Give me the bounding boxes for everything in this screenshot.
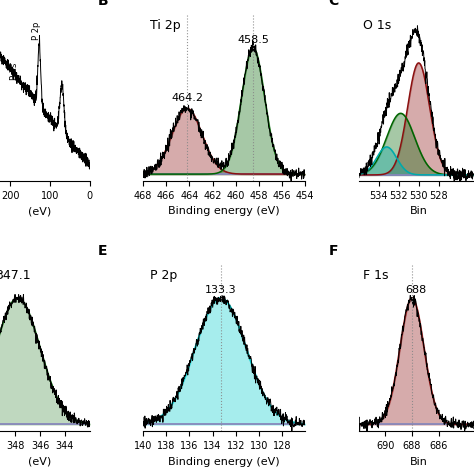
Text: F: F <box>328 244 338 258</box>
Text: C: C <box>328 0 339 8</box>
X-axis label: Bin: Bin <box>410 456 428 466</box>
Text: 458.5: 458.5 <box>237 35 269 45</box>
X-axis label: (eV): (eV) <box>28 456 52 466</box>
Text: B: B <box>98 0 108 8</box>
Text: P 2s: P 2s <box>10 62 19 80</box>
Text: 133.3: 133.3 <box>205 285 237 295</box>
Text: P 2p: P 2p <box>150 270 177 283</box>
Text: 347.1: 347.1 <box>0 270 31 283</box>
Text: 688: 688 <box>405 285 427 295</box>
Text: E: E <box>98 244 107 258</box>
X-axis label: Binding energy (eV): Binding energy (eV) <box>168 206 280 216</box>
X-axis label: Bin: Bin <box>410 206 428 216</box>
Text: Ti 2p: Ti 2p <box>150 19 180 32</box>
Text: 464.2: 464.2 <box>171 93 203 103</box>
Text: O 1s: O 1s <box>364 19 392 32</box>
Text: P 2p: P 2p <box>32 21 41 40</box>
X-axis label: (eV): (eV) <box>28 206 52 216</box>
Text: F 1s: F 1s <box>364 270 389 283</box>
X-axis label: Binding energy (eV): Binding energy (eV) <box>168 456 280 466</box>
